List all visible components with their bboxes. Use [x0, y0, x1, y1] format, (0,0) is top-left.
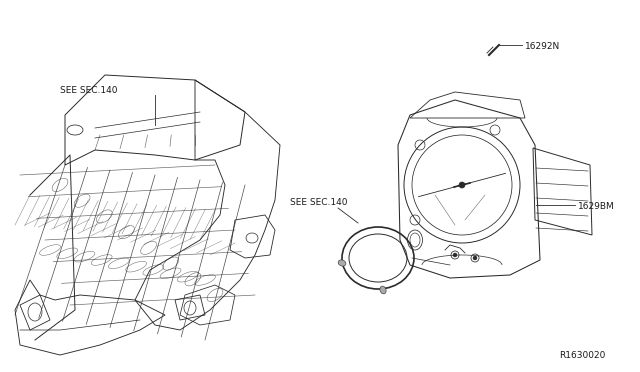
Ellipse shape [380, 286, 386, 294]
Ellipse shape [473, 256, 477, 260]
Text: 16292N: 16292N [525, 42, 560, 51]
Text: R1630020: R1630020 [559, 350, 605, 359]
Ellipse shape [453, 253, 457, 257]
Circle shape [459, 182, 465, 188]
Text: 1629BM: 1629BM [578, 202, 615, 211]
Text: SEE SEC.140: SEE SEC.140 [290, 198, 348, 206]
Ellipse shape [338, 260, 346, 266]
Text: SEE SEC.140: SEE SEC.140 [60, 86, 118, 94]
